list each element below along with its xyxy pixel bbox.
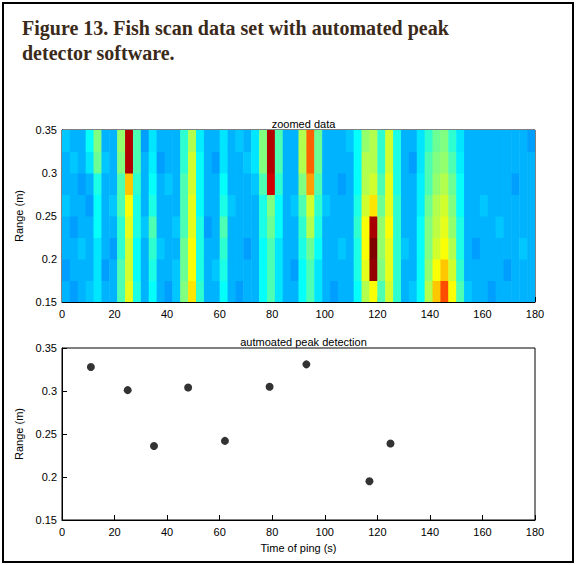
svg-text:180: 180 — [526, 308, 544, 320]
svg-text:120: 120 — [368, 526, 386, 538]
svg-text:160: 160 — [473, 308, 491, 320]
svg-text:60: 60 — [214, 308, 226, 320]
svg-text:80: 80 — [266, 308, 278, 320]
svg-text:0.15: 0.15 — [36, 514, 57, 526]
html-text:Figure 13. Fish scan data set: Figure 13. Fish scan data set with autom… — [22, 17, 449, 64]
svg-text:140: 140 — [421, 526, 439, 538]
svg-text:autmoated peak detection: autmoated peak detection — [240, 336, 367, 348]
svg-text:0: 0 — [59, 308, 65, 320]
svg-text:100: 100 — [316, 526, 334, 538]
svg-text:0.35: 0.35 — [36, 342, 57, 354]
svg-text:20: 20 — [108, 308, 120, 320]
svg-text:0: 0 — [59, 526, 65, 538]
svg-text:20: 20 — [108, 526, 120, 538]
svg-text:0.2: 0.2 — [42, 471, 57, 483]
svg-text:0.15: 0.15 — [36, 296, 57, 308]
svg-text:0.35: 0.35 — [36, 124, 57, 136]
svg-text:40: 40 — [161, 526, 173, 538]
svg-text:0.25: 0.25 — [36, 428, 57, 440]
svg-text:80: 80 — [266, 526, 278, 538]
svg-text:40: 40 — [161, 308, 173, 320]
svg-text:Time of ping (s): Time of ping (s) — [260, 542, 336, 554]
svg-text:zoomed data: zoomed data — [272, 118, 336, 130]
svg-text:0.3: 0.3 — [42, 167, 57, 179]
svg-text:120: 120 — [368, 308, 386, 320]
svg-text:0.3: 0.3 — [42, 385, 57, 397]
svg-text:0.2: 0.2 — [42, 253, 57, 265]
svg-text:140: 140 — [421, 308, 439, 320]
svg-text:100: 100 — [316, 308, 334, 320]
svg-text:Range (m): Range (m) — [13, 190, 25, 242]
svg-text:160: 160 — [473, 526, 491, 538]
svg-text:Range (m): Range (m) — [13, 408, 25, 460]
svg-text:60: 60 — [214, 526, 226, 538]
svg-text:0.25: 0.25 — [36, 210, 57, 222]
svg-text:180: 180 — [526, 526, 544, 538]
